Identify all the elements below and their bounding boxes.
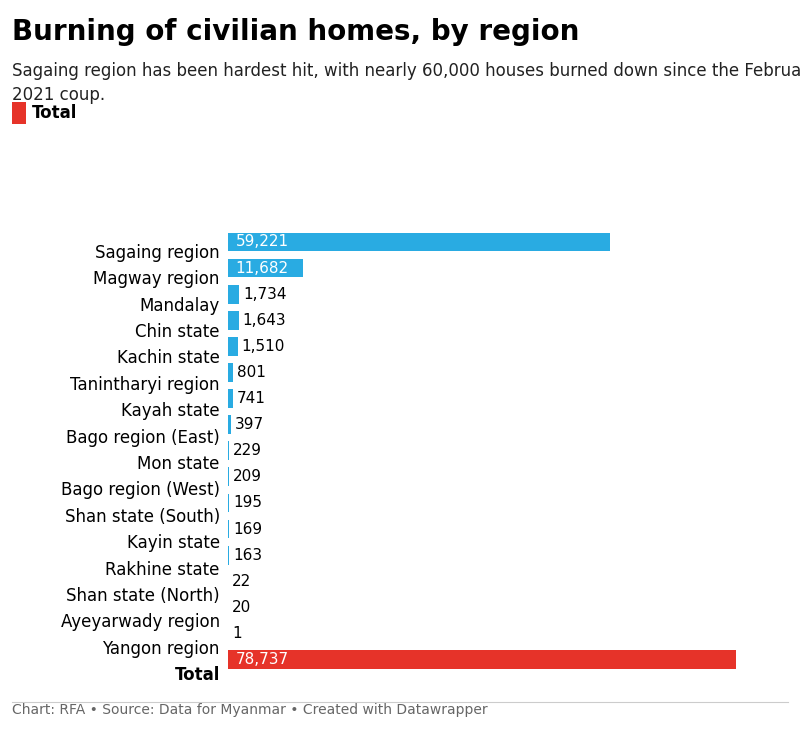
Bar — [228, 467, 230, 486]
Text: Chart: RFA • Source: Data for Myanmar • Created with Datawrapper: Chart: RFA • Source: Data for Myanmar • … — [12, 703, 488, 717]
Text: 78,737: 78,737 — [236, 652, 289, 667]
Text: 209: 209 — [234, 469, 262, 485]
Text: 229: 229 — [234, 443, 262, 458]
Text: Mon state: Mon state — [138, 455, 220, 473]
Text: Kayin state: Kayin state — [126, 534, 220, 552]
Text: Sagaing region: Sagaing region — [95, 244, 220, 262]
Bar — [228, 285, 239, 304]
Text: 163: 163 — [233, 548, 262, 563]
Text: Rakhine state: Rakhine state — [106, 561, 220, 579]
Text: Sagaing region has been hardest hit, with nearly 60,000 houses burned down since: Sagaing region has been hardest hit, wit… — [12, 62, 800, 104]
Bar — [228, 520, 229, 539]
Text: Kachin state: Kachin state — [117, 350, 220, 367]
Text: Magway region: Magway region — [94, 270, 220, 288]
Text: 1,734: 1,734 — [243, 287, 286, 301]
Text: 397: 397 — [234, 417, 263, 432]
Bar — [228, 258, 303, 277]
Text: 59,221: 59,221 — [236, 234, 289, 250]
Text: Yangon region: Yangon region — [102, 639, 220, 658]
Text: Tanintharyi region: Tanintharyi region — [70, 376, 220, 393]
Text: Total: Total — [174, 666, 220, 684]
Bar — [228, 389, 233, 408]
Text: 1: 1 — [232, 626, 242, 641]
Text: Bago region (West): Bago region (West) — [61, 481, 220, 499]
Text: Total: Total — [32, 104, 78, 122]
Text: 1,643: 1,643 — [242, 312, 286, 328]
Text: Shan state (South): Shan state (South) — [65, 508, 220, 526]
Text: 801: 801 — [237, 365, 266, 380]
Text: Bago region (East): Bago region (East) — [66, 429, 220, 447]
Bar — [228, 493, 230, 512]
Bar — [228, 363, 233, 382]
Text: 195: 195 — [233, 496, 262, 510]
Bar — [228, 650, 736, 669]
Text: Burning of civilian homes, by region: Burning of civilian homes, by region — [12, 18, 579, 46]
Bar — [228, 311, 238, 330]
Bar — [228, 442, 230, 460]
Text: 20: 20 — [232, 600, 251, 615]
Text: 169: 169 — [233, 521, 262, 537]
Bar — [228, 415, 230, 434]
Text: 1,510: 1,510 — [242, 339, 285, 354]
Bar — [228, 337, 238, 356]
Text: Kayah state: Kayah state — [121, 402, 220, 420]
Text: Chin state: Chin state — [135, 323, 220, 341]
Text: Mandalay: Mandalay — [139, 296, 220, 315]
Text: Shan state (North): Shan state (North) — [66, 587, 220, 605]
Bar — [228, 546, 229, 564]
Text: Ayeyarwady region: Ayeyarwady region — [61, 613, 220, 631]
Text: 22: 22 — [232, 574, 251, 589]
Text: 741: 741 — [237, 391, 266, 406]
Bar — [228, 233, 610, 251]
Text: 11,682: 11,682 — [236, 261, 289, 275]
